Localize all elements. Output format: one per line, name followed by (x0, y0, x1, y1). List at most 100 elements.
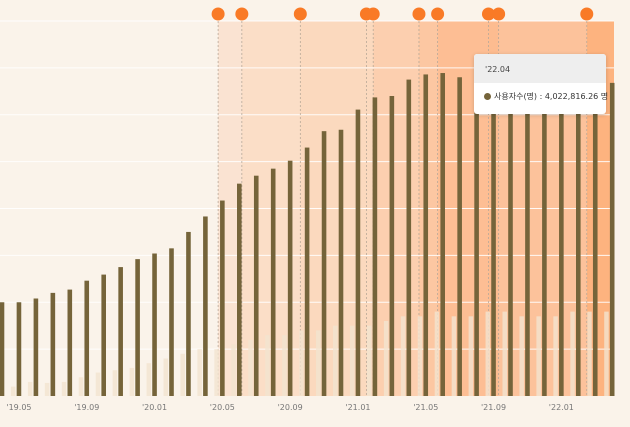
event-marker-icon (235, 7, 249, 21)
secondary-bar (61, 381, 67, 396)
secondary-bar (587, 311, 592, 396)
bar (67, 289, 73, 396)
event-marker-icon (366, 7, 380, 21)
secondary-bar (434, 311, 440, 396)
secondary-bar (485, 311, 491, 396)
bar (321, 131, 327, 396)
event-marker-icon (412, 7, 426, 21)
bar (338, 129, 344, 396)
secondary-bar (163, 358, 168, 396)
x-tick-label: '19.05 (6, 403, 31, 412)
bar (101, 274, 106, 396)
x-tick-label: '20.01 (142, 403, 167, 412)
series-dot-icon (484, 93, 491, 100)
bar (84, 280, 90, 396)
bar (33, 298, 39, 396)
x-tick-label: '21.09 (481, 403, 506, 412)
secondary-bar (180, 353, 185, 396)
bar (287, 160, 293, 396)
bar (16, 302, 22, 396)
secondary-bar (10, 386, 16, 396)
secondary-bar (349, 325, 355, 396)
bar (609, 82, 615, 396)
event-marker-icon (211, 7, 225, 21)
secondary-bar (604, 311, 609, 396)
secondary-bar (299, 330, 304, 396)
bar (152, 253, 157, 396)
secondary-bar (197, 349, 202, 396)
secondary-bars (10, 311, 609, 396)
x-tick-label: '20.09 (278, 403, 303, 412)
bar (203, 216, 208, 396)
bar (542, 81, 547, 396)
secondary-bar (265, 335, 270, 396)
event-markers (211, 7, 594, 21)
secondary-bar (536, 316, 541, 396)
bar (423, 74, 429, 396)
secondary-bar (553, 316, 558, 396)
bar (186, 231, 191, 396)
secondary-bar (366, 325, 372, 396)
tooltip-row: 사용자수(명) : 4,022,816.26 명 (474, 83, 609, 102)
event-marker-icon (492, 7, 506, 21)
bar (474, 77, 479, 396)
bar (270, 168, 276, 396)
secondary-bar (400, 316, 406, 396)
bar (406, 79, 412, 396)
secondary-bar (519, 316, 524, 396)
bar (50, 292, 56, 396)
secondary-bar (95, 372, 101, 396)
x-tick-label: '20.05 (210, 403, 235, 412)
chart-tooltip: '22.04 사용자수(명) : 4,022,816.26 명 (474, 54, 609, 114)
secondary-bar (502, 311, 507, 396)
bar (169, 248, 174, 396)
x-tick-label: '21.05 (413, 403, 438, 412)
secondary-bar (27, 381, 33, 396)
bar (592, 81, 598, 396)
bar (0, 302, 5, 396)
secondary-bar (248, 339, 253, 396)
secondary-bar (417, 316, 423, 396)
event-marker-icon (293, 7, 307, 21)
secondary-bar (146, 363, 152, 396)
x-tick-label: '21.01 (345, 403, 370, 412)
bar (135, 259, 140, 396)
bar (389, 96, 395, 396)
tooltip-value: 사용자수(명) : 4,022,816.26 명 (494, 92, 609, 101)
bar (457, 77, 462, 396)
secondary-bar (383, 321, 389, 396)
x-tick-label: '22.01 (549, 403, 574, 412)
secondary-bar (129, 367, 135, 396)
bar (440, 73, 445, 396)
event-marker-icon (431, 7, 445, 21)
secondary-bar (570, 311, 575, 396)
bar (525, 81, 530, 396)
bar (304, 147, 310, 396)
bar (118, 267, 123, 396)
bar (253, 175, 259, 396)
tooltip-title: '22.04 (474, 54, 606, 83)
secondary-bar (468, 316, 474, 396)
secondary-bar (282, 335, 287, 396)
bar (576, 81, 581, 396)
x-axis-ticks: '19.05 '19.09 '20.01 '20.05 '20.09 '21.01 '21.… (6, 403, 574, 412)
secondary-bar (112, 370, 118, 396)
bar (237, 183, 242, 396)
bar (355, 109, 361, 396)
x-tick-label: '19.09 (74, 403, 99, 412)
secondary-bar (451, 316, 457, 396)
bar (372, 97, 378, 396)
bar (220, 200, 225, 396)
event-marker-icon (580, 7, 594, 21)
secondary-bar (316, 330, 321, 396)
secondary-bar (44, 382, 50, 396)
bar (559, 81, 564, 396)
secondary-bar (78, 377, 84, 396)
event-marker-icon (481, 7, 495, 21)
primary-bars (0, 73, 615, 396)
bar (491, 81, 496, 396)
secondary-bar (333, 325, 338, 396)
bar (508, 81, 513, 396)
